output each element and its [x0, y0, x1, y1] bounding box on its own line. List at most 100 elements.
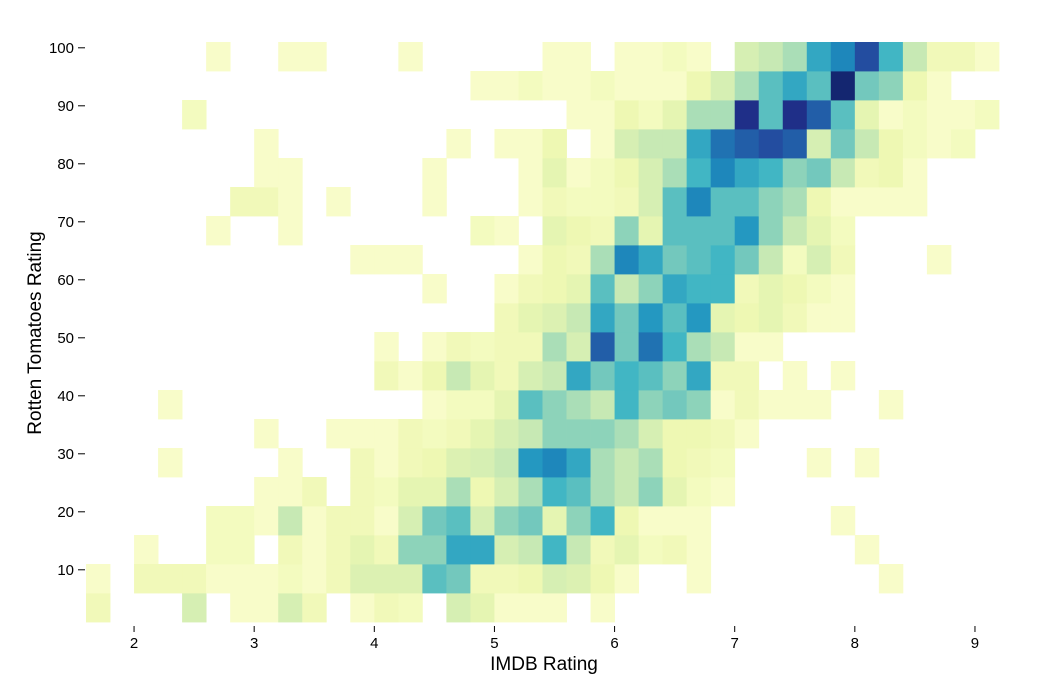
heatmap-cell	[446, 448, 471, 478]
heatmap-cell	[590, 274, 615, 304]
heatmap-cell	[542, 477, 567, 507]
heatmap-cell	[806, 303, 832, 333]
heatmap-cell	[350, 477, 375, 507]
heatmap-cell	[446, 506, 471, 536]
heatmap-cell	[614, 506, 640, 536]
heatmap-cell	[542, 42, 567, 72]
heatmap-cell	[638, 361, 664, 391]
heatmap-cell	[422, 506, 447, 536]
heatmap-cell	[494, 564, 519, 594]
x-axis-title: IMDB Rating	[490, 654, 598, 675]
heatmap-cell	[710, 158, 736, 188]
heatmap-cell	[902, 42, 928, 72]
heatmap-cell	[254, 158, 279, 188]
heatmap-cell	[254, 419, 279, 449]
heatmap-cell	[230, 506, 255, 536]
heatmap-cell	[758, 216, 784, 246]
heatmap-cell	[542, 593, 567, 623]
heatmap-cell	[782, 129, 808, 159]
y-tick-label: 80	[57, 156, 74, 173]
heatmap-cell	[518, 361, 543, 391]
heatmap-cell	[662, 477, 688, 507]
heatmap-cell	[926, 100, 952, 130]
heatmap-cell	[734, 274, 760, 304]
heatmap-cell	[422, 419, 447, 449]
heatmap-cell	[446, 593, 471, 623]
heatmap-cell	[734, 303, 760, 333]
heatmap-cell	[590, 419, 615, 449]
heatmap-cell	[614, 419, 640, 449]
heatmap-cell	[974, 100, 1000, 130]
heatmap-cell	[734, 71, 760, 101]
heatmap-cell	[830, 100, 856, 130]
heatmap-cell	[710, 419, 736, 449]
heatmap-cell	[422, 564, 447, 594]
heatmap-cell	[350, 564, 375, 594]
heatmap-cell	[158, 390, 183, 420]
heatmap-cell	[710, 274, 736, 304]
x-tick-label: 3	[250, 635, 258, 652]
heatmap-cell	[614, 274, 640, 304]
heatmap-cell	[590, 332, 615, 362]
heatmap-cell	[518, 448, 543, 478]
heatmap-cell	[710, 100, 736, 130]
heatmap-cell	[542, 361, 567, 391]
heatmap-cell	[830, 303, 856, 333]
heatmap-cell	[638, 535, 664, 565]
heatmap-cell	[854, 42, 880, 72]
heatmap-cell	[686, 216, 712, 246]
heatmap-cell	[614, 71, 640, 101]
heatmap-cell	[206, 564, 231, 594]
x-tick-label: 9	[971, 635, 979, 652]
heatmap-cell	[614, 448, 640, 478]
heatmap-cell	[470, 477, 495, 507]
heatmap-cell	[134, 564, 159, 594]
heatmap-cell	[422, 274, 447, 304]
heatmap-cell	[374, 535, 399, 565]
heatmap-cell	[254, 187, 279, 217]
heatmap-cell	[470, 419, 495, 449]
heatmap-cell	[446, 390, 471, 420]
heatmap-cell	[806, 187, 832, 217]
heatmap-cell	[734, 419, 760, 449]
heatmap-cell	[854, 100, 880, 130]
heatmap-cell	[830, 158, 856, 188]
heatmap-cell	[566, 564, 591, 594]
heatmap-cell	[662, 158, 688, 188]
heatmap-cell	[614, 42, 640, 72]
heatmap-cell	[254, 129, 279, 159]
heatmap-cell	[446, 535, 471, 565]
heatmap-cell	[566, 158, 591, 188]
heatmap-cell	[566, 448, 591, 478]
heatmap-cell	[230, 564, 255, 594]
heatmap-cell	[446, 419, 471, 449]
heatmap-cell	[950, 129, 976, 159]
heatmap-cell	[518, 564, 543, 594]
heatmap-cell	[254, 593, 279, 623]
heatmap-cell	[470, 216, 495, 246]
heatmap-cell	[374, 593, 399, 623]
heatmap-cell	[830, 187, 856, 217]
heatmap-cell	[494, 419, 519, 449]
heatmap-cell	[566, 100, 591, 130]
heatmap-cell	[638, 158, 664, 188]
heatmap-cell	[254, 564, 279, 594]
heatmap-cell	[494, 274, 519, 304]
heatmap-cell	[518, 419, 543, 449]
heatmap-cell	[734, 129, 760, 159]
heatmap-cell	[590, 245, 615, 275]
heatmap-cell	[518, 129, 543, 159]
heatmap-cell	[542, 245, 567, 275]
heatmap-cell	[638, 448, 664, 478]
heatmap-cell	[734, 216, 760, 246]
heatmap-cell	[398, 477, 423, 507]
heatmap-cell	[758, 245, 784, 275]
heatmap-cell	[662, 100, 688, 130]
heatmap-cell	[398, 42, 423, 72]
heatmap-cell	[854, 448, 880, 478]
heatmap-cell	[278, 535, 303, 565]
y-tick-label: 40	[57, 388, 74, 405]
heatmap-cell	[590, 593, 615, 623]
y-tick-label: 50	[57, 330, 74, 347]
heatmap-cell	[686, 274, 712, 304]
